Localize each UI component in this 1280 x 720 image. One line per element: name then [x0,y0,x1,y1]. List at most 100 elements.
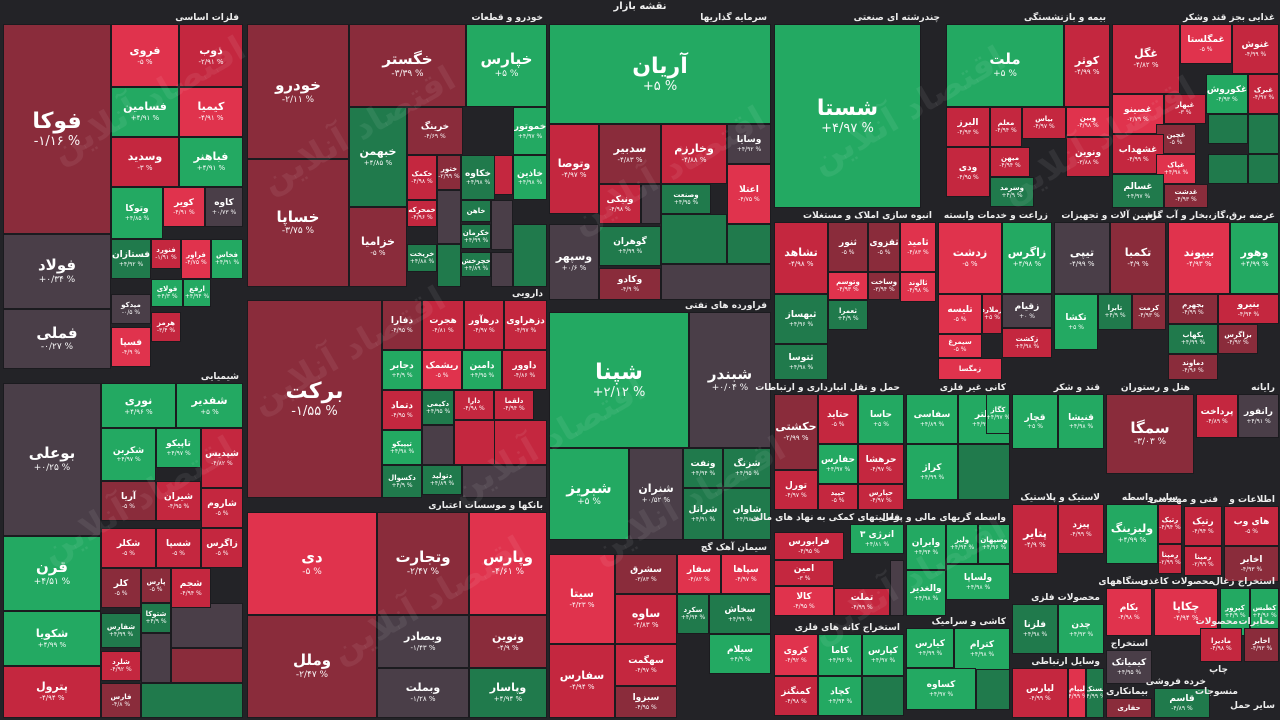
tile-20-3[interactable]: کالا -۴/۹۵ % [774,586,834,616]
tile-0-9[interactable]: وتوکا +۴/۸۵ % [111,187,163,239]
tile-14-9[interactable]: سفارس -۴/۹۴ % [549,644,615,718]
tile-2-2[interactable]: سدبیر -۴/۸۳ % [599,124,661,184]
tile-7-6[interactable]: شاوان +۴/۹۸ % [723,488,771,540]
tile-5-11[interactable]: غدشت -۴/۹۳ % [1164,184,1208,208]
tile-6-1[interactable]: دفارا -۴/۹۵ % [382,300,422,350]
tile-23-0[interactable]: ولیزینگ +۴/۹۹ % [1106,504,1158,564]
tile-12-14[interactable]: پترول -۴/۹۴ % [3,666,101,718]
tile-5-2[interactable]: غنوش -۴/۹۹ % [1232,24,1279,74]
tile-30-0[interactable]: بکام -۴/۹۸ % [1106,588,1152,636]
tile-6-12[interactable]: دلقما -۴/۹۴ % [494,390,534,420]
tile-8-1[interactable]: ثنور -۵ % [828,222,868,272]
tile-37-0[interactable]: قاسم -۴/۸۹ % [1154,688,1210,718]
tile-26-4[interactable]: کچاد +۴/۹۴ % [818,676,862,716]
tile-13-1[interactable]: وتجارت -۲/۴۷ % [377,512,469,615]
tile-2-10[interactable]: گوهران +۴/۹۹ % [599,226,661,266]
tile-8-4[interactable]: وتوسم -۴/۹۳ % [828,272,868,300]
tile-34-0[interactable]: اخابر -۴/۹۳ % [1244,628,1279,662]
tile-5-0[interactable]: غگل -۴/۸۲ % [1112,24,1180,94]
tile-1-4[interactable]: خبهمن +۴/۸۵ % [349,107,407,207]
tile-12-21[interactable]: فارس -۴/۸ % [101,683,141,718]
tile-5-9[interactable]: غپاک +۴/۹۸ % [1156,154,1196,184]
tile-11-6[interactable]: دماوند -۴/۹۶ % [1168,354,1218,380]
tile-12-3[interactable]: شفدیر +۵ % [176,383,243,428]
tile-0-1[interactable]: فولاد +۰/۳۴ % [3,234,111,309]
tile-26-1[interactable]: کاما +۴/۹۶ % [818,634,862,676]
tile-15-7[interactable]: حپارس -۴/۹۷ % [858,484,904,510]
tile-2-3[interactable]: وخارزم -۴/۸۸ % [661,124,727,184]
tile-23-1[interactable]: رتیک -۴/۹۴ % [1158,504,1182,544]
tile-0-3[interactable]: فروی -۵ % [111,24,179,87]
tile-0-14[interactable]: فراور -۴/۷۵ % [181,239,211,279]
tile-5-1[interactable]: غمگلستا -۵ % [1180,24,1232,64]
tile-6-11[interactable]: دارا -۴/۹۸ % [454,390,494,420]
tile-12-2[interactable]: نوری +۴/۹۶ % [101,383,176,428]
tile-14-1[interactable]: سشرق -۳/۸۳ % [615,554,677,594]
tile-0-13[interactable]: فنورد -۱/۹۱ % [151,239,181,269]
tile-14-8[interactable]: سهگمت -۴/۹۷ % [615,644,677,686]
tile-15-4[interactable]: حرهشا -۴/۹۷ % [858,444,904,484]
tile-22-0[interactable]: پتایر -۴/۹ % [1012,504,1058,574]
tile-12-19[interactable]: شفارس +۴/۹۹ % [101,613,141,648]
tile-6-5[interactable]: دجابر +۴/۹ % [382,350,422,390]
tile-2-8[interactable]: اعتلا -۴/۷۵ % [727,164,771,224]
tile-0-6[interactable]: کیمیا -۴/۹۱ % [179,87,243,137]
tile-8-2[interactable]: ثقزوی -۵ % [868,222,900,272]
tile-10-2[interactable]: تکشا +۵ % [1054,294,1098,350]
tile-6-6[interactable]: ریشمک -۵ % [422,350,462,390]
tile-8-3[interactable]: ثامید -۴/۸۳ % [900,222,936,272]
tile-4-5[interactable]: وبین -۴/۹۸ % [1066,107,1110,137]
tile-1-17[interactable]: خچرخش +۴/۸۹ % [461,252,491,277]
tile-0-17[interactable]: ارفع +۴/۹۴ % [183,279,211,307]
tile-26-3[interactable]: کمنگنز -۴/۹۸ % [774,676,818,716]
tile-0-2[interactable]: فملی -۰/۲۷ % [3,309,111,369]
tile-1-1[interactable]: خساپا -۳/۷۵ % [247,159,349,287]
tile-9-0[interactable]: زدشت -۵ % [938,222,1002,294]
tile-1-11[interactable]: خاذین +۴/۹۸ % [513,155,547,200]
tile-1-7[interactable]: خموتور +۴/۹۷ % [513,107,547,155]
tile-13-4[interactable]: وبصادر -۱/۴۳ % [377,615,469,668]
tile-6-14[interactable]: دکسوال +۴/۹ % [382,465,422,498]
tile-12-1[interactable]: قرن +۴/۵۱ % [3,536,101,611]
tile-11-3[interactable]: بنیرو -۴/۹۴ % [1218,294,1279,324]
tile-6-13[interactable]: تیپیکو +۴/۹۸ % [382,430,422,465]
tile-14-6[interactable]: سکرد +۴/۹۴ % [677,594,709,634]
tile-7-1[interactable]: شبندر +۰/۰۴ % [689,312,771,448]
tile-11-0[interactable]: بیپوند -۴/۹۳ % [1168,222,1230,294]
tile-5-8[interactable]: غشهداب -۴/۹۹ % [1112,134,1164,174]
tile-27-0[interactable]: کیارس +۴/۹۹ % [906,628,954,668]
tile-4-8[interactable]: وسرمد +۴/۹ % [990,177,1034,207]
tile-8-7[interactable]: ثبهساز +۴/۹۶ % [774,294,828,344]
tile-1-14[interactable]: خاهن [461,200,491,222]
tile-9-7[interactable]: زمگسا [938,358,1002,380]
tile-7-3[interactable]: شنران +۰/۵۲ % [629,448,683,540]
tile-13-6[interactable]: وپاسار +۴/۹۴ % [469,668,547,718]
tile-2-11[interactable]: وکادو -۴/۹ % [599,268,661,300]
tile-9-5[interactable]: زکشت +۴/۹۸ % [1002,328,1052,358]
tile-0-15[interactable]: فخاس +۴/۹۱ % [211,239,243,279]
tile-6-0[interactable]: برکت -۱/۵۵ % [247,300,382,498]
tile-1-5[interactable]: خزامیا -۵ % [349,207,407,287]
tile-12-10[interactable]: شاروم -۵ % [201,488,243,528]
tile-12-5[interactable]: تاپیکو +۴/۹۷ % [156,428,201,468]
tile-21-4[interactable]: ولساپا +۴/۹۸ % [946,564,1010,600]
tile-14-12[interactable]: سیلام +۴/۹ % [709,634,771,674]
tile-10-1[interactable]: تیپی -۴/۹۹ % [1054,222,1110,294]
tile-0-8[interactable]: فباهنر +۴/۹۱ % [179,137,243,187]
tile-14-0[interactable]: سیتا -۴/۲۳ % [549,554,615,644]
tile-19-0[interactable]: رانفور +۴/۹۱ % [1238,394,1279,438]
tile-15-2[interactable]: حاسا +۵ % [858,394,904,444]
tile-7-4[interactable]: ونفت +۴/۹۴ % [683,448,723,488]
tile-29-2[interactable]: لسنک-۴/۹۹ % [1086,668,1104,718]
tile-36-0[interactable]: حفاری [1106,698,1152,718]
tile-2-0[interactable]: آریان +۵ % [549,24,771,124]
tile-2-4[interactable]: وسایا +۴/۹۲ % [727,124,771,164]
tile-11-1[interactable]: وهور +۴/۹۹ % [1230,222,1279,294]
tile-6-2[interactable]: هجرت -۴/۸۱ % [422,300,464,350]
tile-13-5[interactable]: ونوین -۴/۹ % [469,615,547,668]
tile-12-8[interactable]: آریا -۵ % [101,481,156,521]
tile-0-12[interactable]: فستازان +۴/۹۲ % [111,239,151,279]
tile-1-16[interactable]: خریخت +۴/۸۸ % [407,244,437,272]
tile-16-2[interactable]: کگاز +۴/۹۷ % [986,394,1010,434]
tile-4-0[interactable]: ملت +۵ % [946,24,1064,107]
